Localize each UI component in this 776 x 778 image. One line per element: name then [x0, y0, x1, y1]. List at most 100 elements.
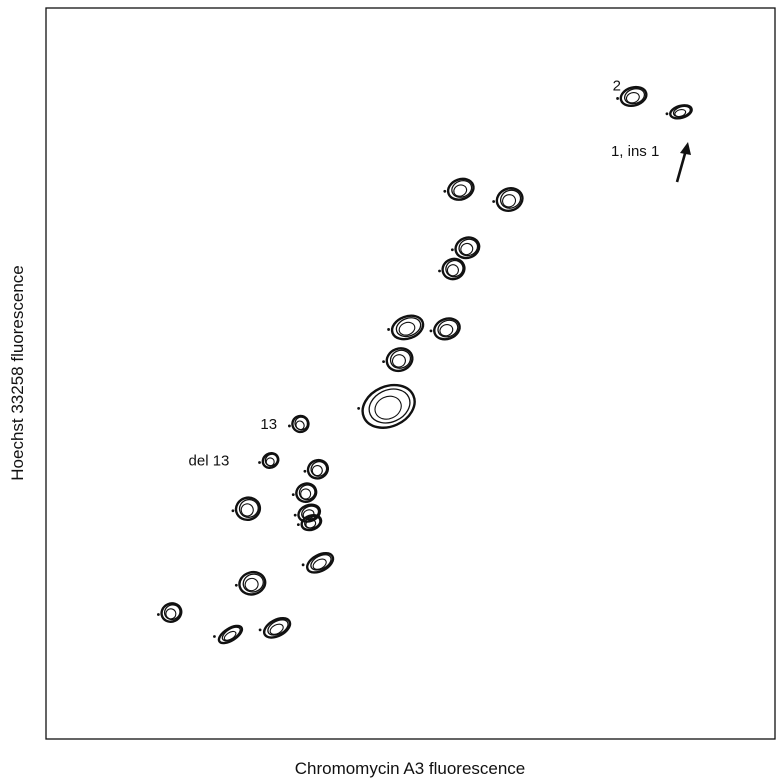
- chromosome-peak: [492, 187, 524, 212]
- peak-contour: [302, 509, 315, 520]
- peak-contour: [368, 388, 411, 424]
- peak-contour: [454, 236, 481, 260]
- x-axis-label: Chromomycin A3 fluorescence: [295, 759, 526, 778]
- peak-contour: [391, 354, 406, 368]
- peak-label: 13: [260, 416, 277, 433]
- peak-contour: [163, 604, 181, 621]
- peak-contour: [240, 503, 254, 517]
- peak-dot: [231, 509, 235, 513]
- peak-contour: [310, 554, 332, 571]
- chromosome-peak: [443, 177, 475, 201]
- peak-contour: [298, 484, 316, 501]
- peak-contour: [433, 317, 461, 341]
- peaks-layer: [156, 85, 693, 645]
- peak-dot: [258, 628, 262, 632]
- peak-dot: [492, 200, 496, 203]
- peak-contour: [238, 498, 259, 518]
- peak-contour: [221, 626, 241, 642]
- peak-dot: [288, 424, 291, 428]
- peak-contour: [625, 92, 640, 104]
- chromosome-peak: [258, 617, 292, 639]
- peak-label: 2: [613, 77, 621, 94]
- peak-contour: [217, 624, 244, 645]
- peak-contour: [441, 257, 466, 281]
- peak-contour: [234, 496, 262, 522]
- peak-dot: [443, 189, 447, 193]
- chromosome-peak: [291, 482, 318, 503]
- peak-contour: [619, 85, 648, 108]
- chromosome-peak: [616, 85, 648, 108]
- peak-contour: [305, 551, 335, 574]
- peak-contour: [261, 451, 280, 469]
- peak-contour: [291, 414, 310, 434]
- peak-contour: [242, 573, 264, 593]
- peak-label: del 13: [189, 452, 230, 469]
- peak-contour: [301, 505, 320, 521]
- peak-contour: [374, 395, 402, 420]
- chromosome-peak: [665, 104, 693, 120]
- peak-contour: [446, 177, 475, 201]
- chromosome-peak: [382, 347, 414, 373]
- peak-dot: [357, 406, 361, 410]
- peak-contour: [674, 108, 687, 118]
- peak-contour: [398, 321, 416, 336]
- peak-dot: [450, 248, 454, 252]
- peak-contour: [458, 238, 479, 257]
- peak-contour: [389, 349, 412, 369]
- chromosome-peak: [213, 624, 244, 645]
- peak-contour: [305, 519, 317, 529]
- peak-contour: [238, 570, 267, 596]
- arrow-head-icon: [680, 142, 691, 155]
- peak-contour: [446, 264, 459, 277]
- peak-contour: [361, 383, 416, 429]
- peak-contour: [310, 460, 328, 477]
- peak-contour: [623, 88, 646, 105]
- peak-contour: [300, 514, 323, 532]
- chromosome-peak: [258, 451, 280, 469]
- peak-contour: [445, 259, 464, 278]
- peak-contour: [460, 242, 474, 256]
- chromosome-peak: [450, 236, 481, 260]
- chromosome-peak: [387, 314, 425, 341]
- peak-dot: [382, 360, 385, 364]
- peak-label: 1, ins 1: [611, 143, 659, 160]
- peak-dot: [296, 523, 300, 527]
- peak-contour: [502, 194, 517, 208]
- peak-contour: [295, 420, 305, 431]
- peak-dot: [665, 112, 669, 116]
- peak-contour: [669, 104, 693, 120]
- peak-contour: [295, 482, 318, 503]
- y-axis-label: Hoechst 33258 fluorescence: [8, 265, 27, 480]
- chromosome-peak: [234, 570, 267, 596]
- peak-contour: [495, 187, 524, 212]
- peak-contour: [385, 347, 414, 373]
- peak-dot: [303, 469, 307, 473]
- peak-contour: [499, 189, 522, 209]
- peak-contour: [265, 457, 275, 467]
- peak-contour: [300, 488, 312, 500]
- chromosome-peak: [288, 414, 310, 434]
- peak-contour: [453, 184, 468, 197]
- peak-contour: [306, 458, 330, 480]
- peak-dot: [429, 329, 433, 333]
- peak-dot: [293, 513, 297, 517]
- peak-contour: [297, 503, 322, 523]
- peak-contour: [304, 515, 321, 529]
- peak-contour: [311, 464, 323, 477]
- peak-contour: [312, 558, 327, 570]
- peak-contour: [223, 630, 237, 641]
- chromosome-peak: [156, 602, 183, 623]
- peak-contour: [395, 317, 422, 338]
- chromosome-peak: [293, 503, 322, 523]
- peak-contour: [672, 105, 691, 118]
- peak-contour: [160, 602, 183, 623]
- chromosome-peak: [301, 551, 335, 574]
- peak-contour: [437, 319, 459, 338]
- peak-contour: [267, 619, 289, 636]
- plot-frame: [45, 7, 776, 740]
- peak-contour: [244, 577, 259, 592]
- peak-contour: [165, 608, 177, 620]
- peak-contour: [390, 314, 425, 341]
- peak-labels-layer: 2 1, ins 1 13 del 13: [189, 77, 660, 469]
